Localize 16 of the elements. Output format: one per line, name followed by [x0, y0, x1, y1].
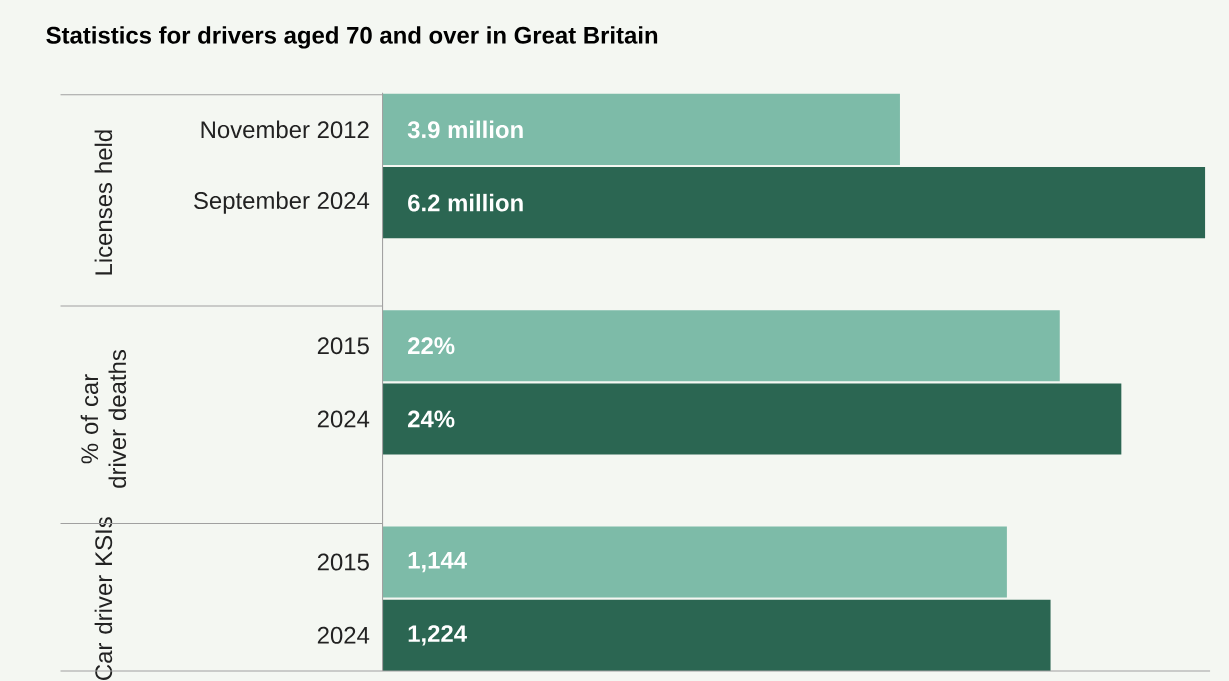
data-label: 6.2 million	[408, 193, 523, 212]
data-label: 24%	[408, 410, 455, 428]
y-tick-label: 2015	[317, 553, 369, 571]
y-axis-title: Licenses held	[94, 130, 113, 275]
y-tick-label: 2015	[317, 337, 369, 355]
y-tick-label: September 2024	[194, 191, 370, 214]
y-tick-label: November 2012	[201, 120, 369, 139]
data-label: 3.9 million	[407, 120, 523, 139]
y-axis-title: Car driver KSIs	[94, 517, 113, 680]
y-axis-title: % of car driver deaths	[80, 350, 127, 488]
y-tick-label: 2024	[317, 626, 370, 644]
data-label: 1,224	[408, 625, 467, 646]
y-tick-label: 2024	[317, 410, 370, 428]
chart-title: Statistics for drivers aged 70 and over in Great Britain	[46, 26, 658, 49]
data-label: 1,144	[408, 552, 467, 573]
data-label: 22%	[408, 337, 455, 355]
